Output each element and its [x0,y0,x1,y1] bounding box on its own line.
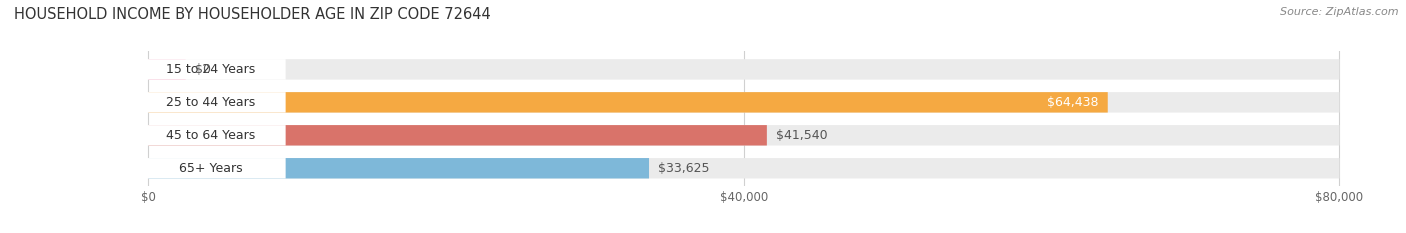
FancyBboxPatch shape [138,125,285,146]
FancyBboxPatch shape [149,125,1340,146]
FancyBboxPatch shape [138,158,285,178]
FancyBboxPatch shape [138,92,285,113]
Text: 25 to 44 Years: 25 to 44 Years [166,96,256,109]
Text: $41,540: $41,540 [776,129,827,142]
FancyBboxPatch shape [149,59,186,80]
FancyBboxPatch shape [149,59,1340,80]
FancyBboxPatch shape [149,158,650,178]
Text: $64,438: $64,438 [1047,96,1099,109]
FancyBboxPatch shape [149,92,1340,113]
Text: 65+ Years: 65+ Years [179,162,242,175]
FancyBboxPatch shape [138,59,285,80]
FancyBboxPatch shape [149,158,1340,178]
Text: $0: $0 [194,63,211,76]
Text: 45 to 64 Years: 45 to 64 Years [166,129,256,142]
Text: 15 to 24 Years: 15 to 24 Years [166,63,256,76]
Text: HOUSEHOLD INCOME BY HOUSEHOLDER AGE IN ZIP CODE 72644: HOUSEHOLD INCOME BY HOUSEHOLDER AGE IN Z… [14,7,491,22]
Text: $33,625: $33,625 [658,162,710,175]
FancyBboxPatch shape [149,125,766,146]
Text: Source: ZipAtlas.com: Source: ZipAtlas.com [1281,7,1399,17]
FancyBboxPatch shape [149,92,1108,113]
